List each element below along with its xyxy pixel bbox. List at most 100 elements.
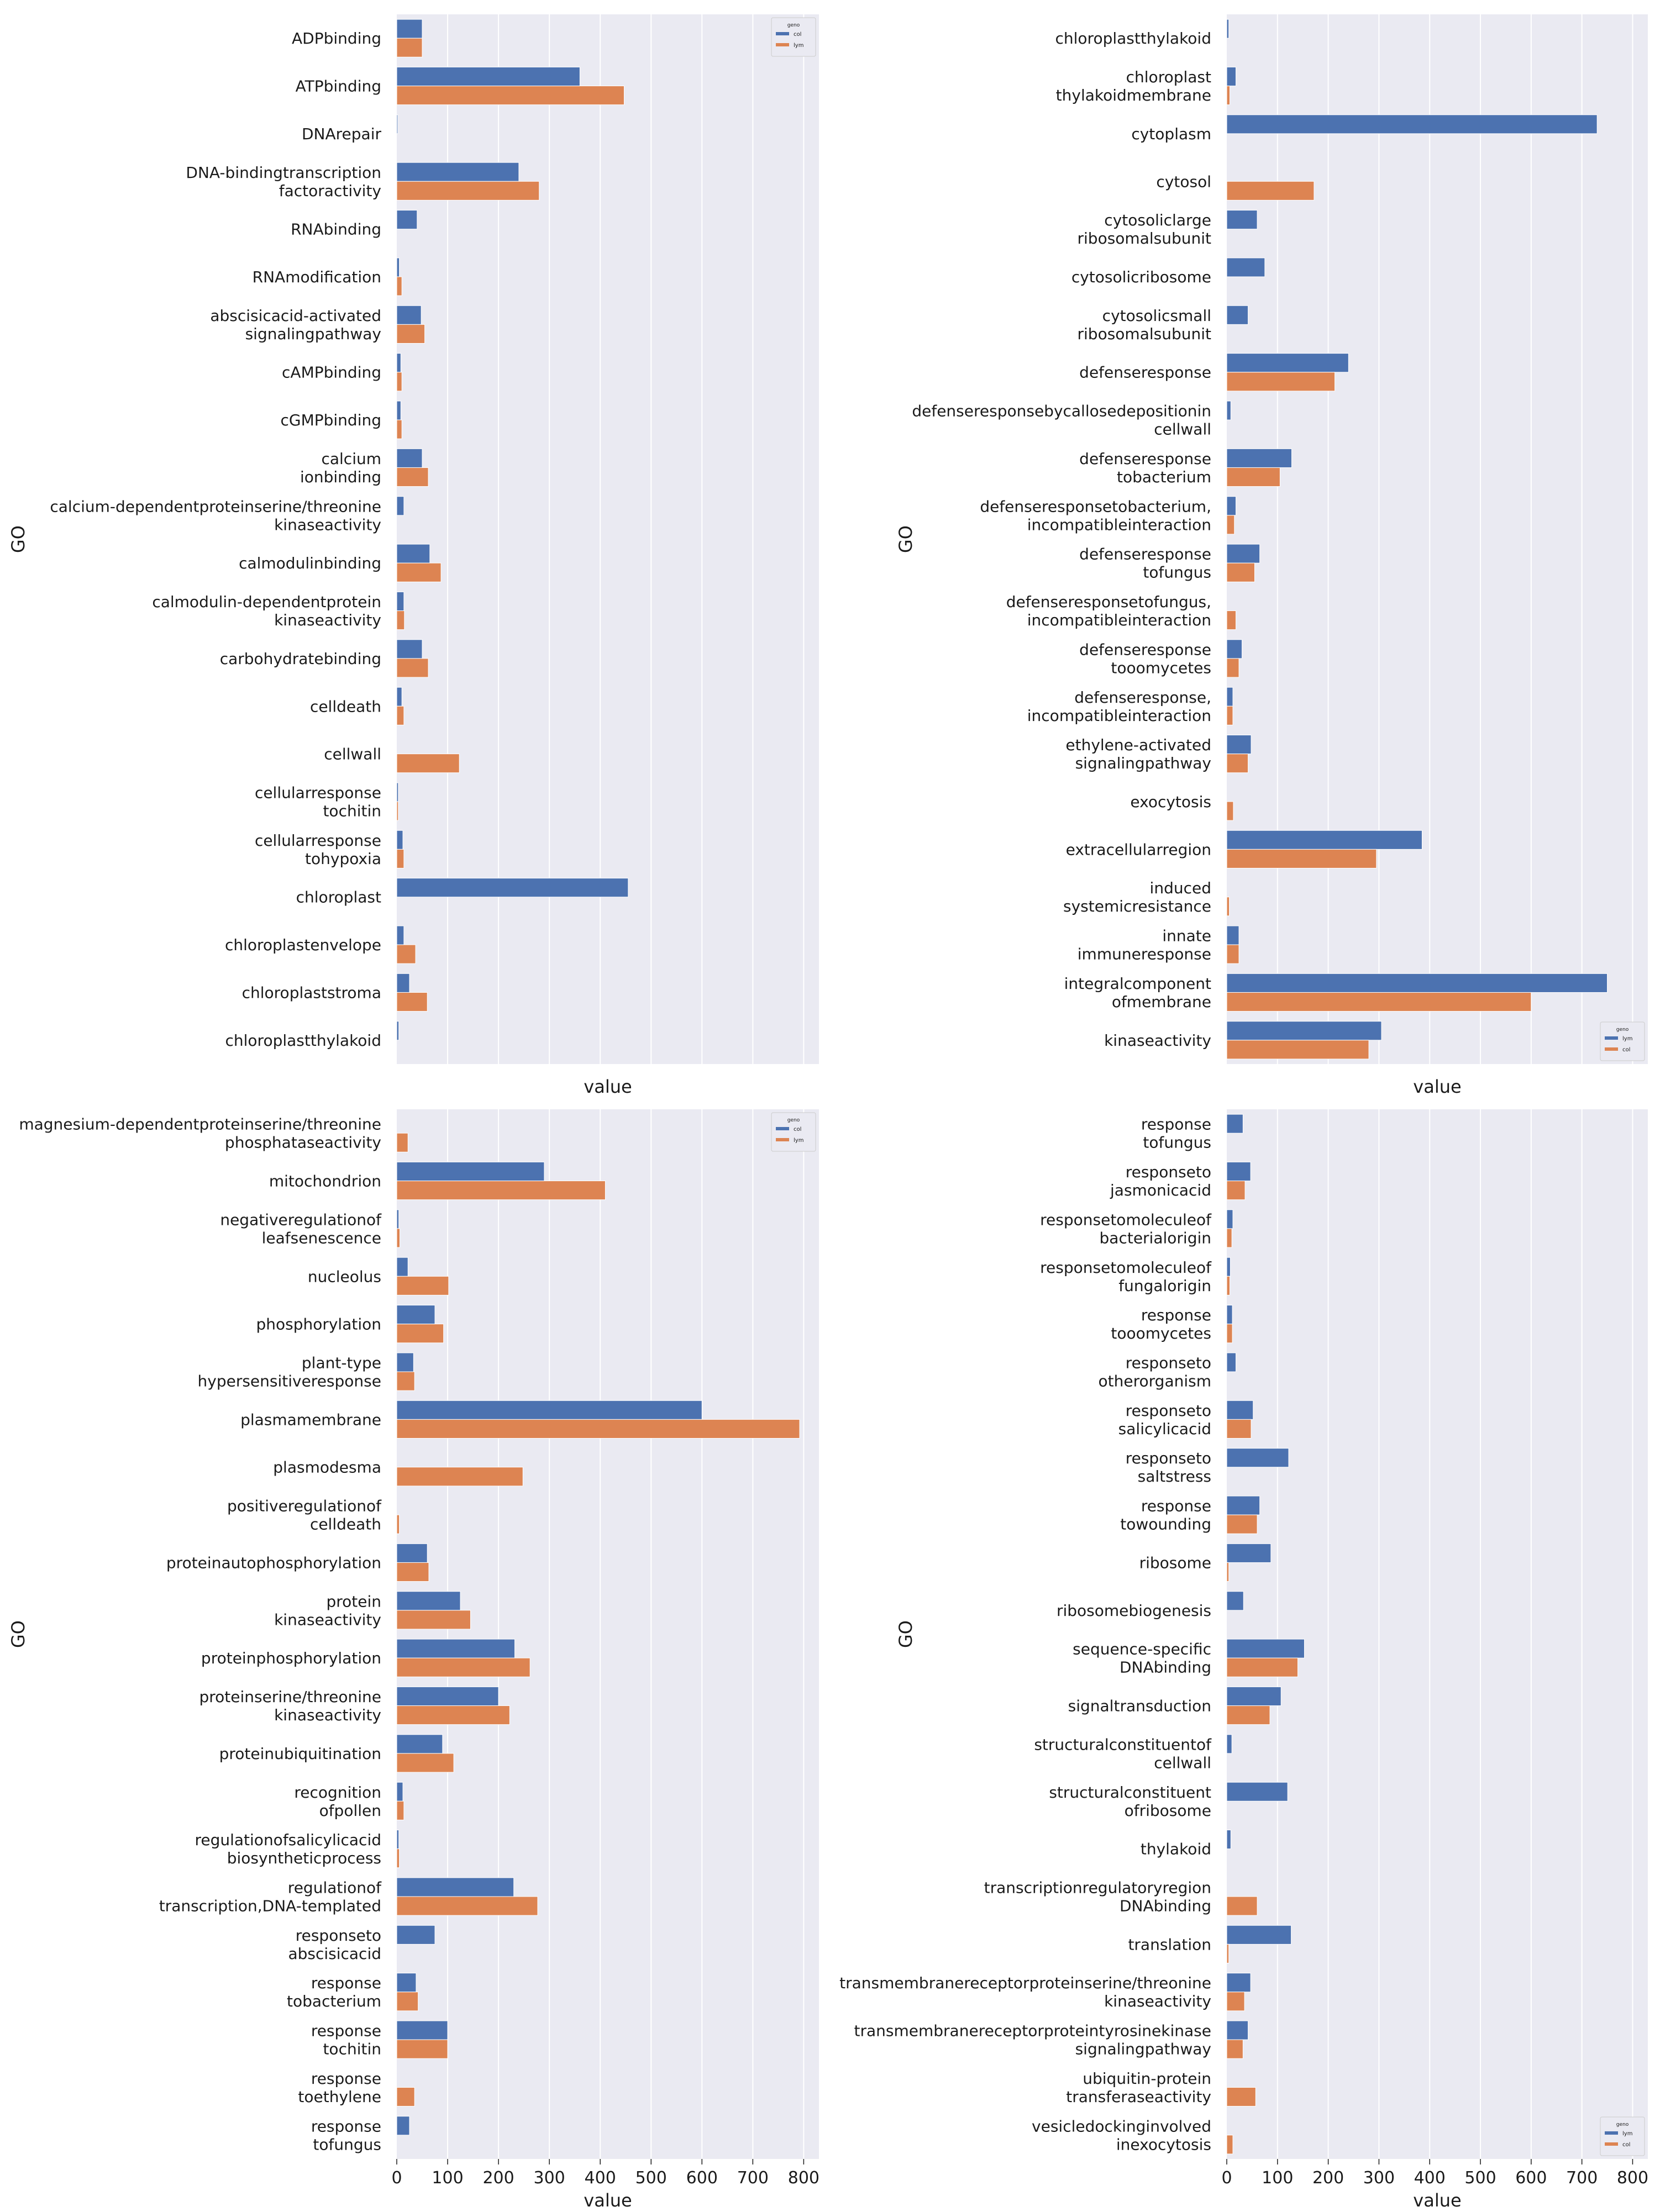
category-label: kinaseactivity [1104,1992,1211,2010]
bar-lym [1226,1114,1243,1134]
bar-col [1226,1040,1369,1060]
x-axis-label: value [1413,1076,1461,1097]
category-label: vesicledockinginvolved [1032,2117,1211,2135]
x-tick-label: 300 [1363,2168,1395,2188]
legend-label: col [1622,2142,1630,2148]
category-label: salicylicacid [1118,1420,1211,1438]
bar-lym [396,658,429,678]
bar-lym [396,181,540,201]
category-label: ribosomebiogenesis [1057,1602,1211,1620]
bar-col [396,1257,408,1277]
bar-col [1226,1657,1299,1677]
bar-col [1226,1896,1258,1916]
category-label: responseto [1126,1163,1211,1181]
bar-col [396,401,401,420]
category-label: defenseresponse [1079,364,1211,382]
legend-box [771,17,816,57]
bar-col [1226,86,1231,106]
category-label: tofungus [1143,1134,1211,1152]
category-label: responseto [1126,1449,1211,1467]
category-label: phosphorylation [256,1315,381,1334]
x-tick-label: 700 [1566,2168,1598,2188]
category-label: cytosolicsmall [1102,307,1211,325]
bar-lym [396,1514,400,1534]
bar-col [396,496,405,516]
bar-lym [1226,544,1260,563]
bar-lym [1226,1734,1232,1754]
plot-background [397,1109,819,2159]
x-tick-label: 100 [432,2168,463,2188]
category-label: regulationofsalicylicacid [195,1831,381,1849]
category-label: ethylene-activated [1065,736,1211,754]
category-label: kinaseactivity [274,515,381,534]
bar-col [1226,1562,1230,1582]
bar-col [396,1925,435,1945]
bar-lym [396,1181,606,1200]
x-tick-label: 400 [1414,2168,1446,2188]
category-label: calmodulin-dependentprotein [152,593,381,611]
x-axis-label: value [584,2190,632,2211]
bar-col [1226,2039,1243,2059]
category-label: defenseresponse, [1074,688,1211,707]
bar-col [396,1686,499,1707]
legend-label: lym [1622,1036,1632,1042]
category-label: ADPbinding [292,29,381,48]
bar-col [396,1161,545,1182]
y-axis-label: GO [8,1620,29,1648]
bar-col [396,830,403,850]
bar-col [1226,801,1234,821]
category-label: celldeath [310,1515,381,1534]
bar-lym [1226,1686,1281,1707]
category-label: systemicresistance [1063,897,1211,915]
category-label: calcium-dependentproteinserine/threonine [50,497,381,515]
plot-background [1227,14,1648,1064]
category-label: ofribosome [1125,1802,1211,1820]
bar-col [396,1782,403,1802]
bar-lym [1226,1543,1272,1563]
category-label: kinaseactivity [1104,1031,1211,1050]
category-label: ribosomalsubunit [1078,229,1212,247]
x-tick-label: 0 [391,2168,402,2188]
legend-label: col [1622,1047,1630,1053]
category-label: tohypoxia [305,850,381,868]
category-label: signalingpathway [1075,754,1211,772]
legend-label: col [794,1126,801,1133]
category-label: factoractivity [279,182,381,200]
category-label: cellularresponse [255,831,381,850]
bar-col [1226,944,1239,964]
category-label: proteinautophosphorylation [166,1553,381,1572]
bar-col [396,973,410,993]
bar-lym [1226,1973,1251,1993]
bar-col [396,1021,400,1041]
legend-box [1600,1021,1645,1061]
bar-lym [1226,973,1608,993]
bar-lym [1226,448,1293,468]
category-label: thylakoidmembrane [1056,86,1211,104]
category-label: kinaseactivity [274,611,381,629]
bar-col [396,544,430,563]
bar-col [1226,1705,1270,1725]
bar-lym [396,1848,400,1868]
legend-box [771,1112,816,1152]
legend-title: geno [1616,2122,1629,2127]
category-label: cytosol [1156,172,1211,191]
bar-col [1226,372,1336,392]
bar-lym [396,992,428,1012]
category-label: phosphataseactivity [225,1134,381,1152]
category-label: toethylene [298,2088,381,2106]
bar-col [1226,1324,1233,1344]
category-label: transmembranereceptorproteinserine/threo… [839,1974,1211,1992]
chart-2: chloroplastthylakoid chloroplastthylakoid… [895,14,1648,1097]
bar-lym [1226,1021,1382,1041]
bar-lym [396,562,442,582]
category-label: signalingpathway [1075,2040,1211,2058]
category-label: kinaseactivity [274,1706,381,1724]
bar-col [1226,2087,1256,2107]
category-label: RNAmodification [253,268,381,286]
bar-col [1226,1514,1258,1534]
bar-lym [396,372,402,392]
bar-lym [396,1276,449,1295]
bar-col [396,925,405,945]
category-label: innate [1162,927,1211,945]
